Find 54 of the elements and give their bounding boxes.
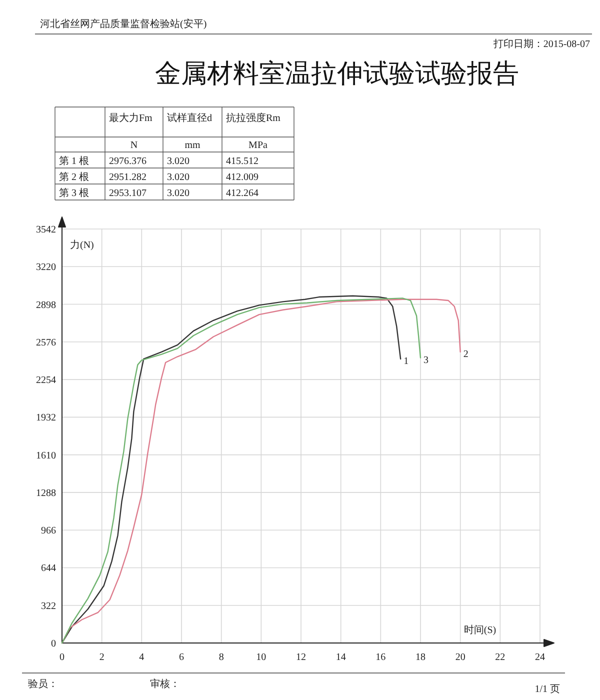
chart-title: 金属材料室温拉伸试验试验报告 bbox=[155, 59, 519, 88]
x-tick-label: 16 bbox=[376, 652, 386, 663]
x-axis-title: 时间(S) bbox=[464, 624, 496, 636]
y-tick-label: 644 bbox=[41, 563, 56, 574]
text: 3.020 bbox=[167, 172, 190, 183]
text: 验员： bbox=[28, 679, 58, 690]
text: 抗拉强度Rm bbox=[226, 112, 281, 124]
series-label: 1 bbox=[404, 356, 409, 367]
text: 415.512 bbox=[226, 156, 258, 167]
y-tick-label: 2254 bbox=[36, 375, 56, 386]
series-label: 3 bbox=[424, 354, 428, 366]
text: 412.264 bbox=[226, 188, 258, 199]
y-tick-label: 2898 bbox=[36, 300, 56, 311]
x-tick-label: 12 bbox=[296, 652, 306, 663]
text: 河北省丝网产品质量监督检验站(安平) bbox=[40, 18, 207, 30]
x-tick-label: 2 bbox=[99, 652, 104, 663]
text: 2953.107 bbox=[109, 188, 146, 199]
text: 审核： bbox=[150, 678, 180, 690]
text: 最大力Fm bbox=[109, 112, 153, 124]
x-tick-label: 20 bbox=[455, 652, 466, 663]
text: mm bbox=[184, 140, 200, 151]
series-label: 2 bbox=[463, 348, 468, 360]
x-tick-label: 14 bbox=[336, 652, 346, 663]
x-tick-label: 18 bbox=[416, 652, 426, 663]
x-tick-label: 10 bbox=[256, 652, 266, 663]
text: 3.020 bbox=[167, 156, 190, 167]
text: 试样直径d bbox=[167, 112, 212, 124]
y-tick-label: 1610 bbox=[36, 450, 56, 462]
y-tick-label: 966 bbox=[41, 526, 56, 537]
text: 1/1 页 bbox=[534, 684, 560, 695]
y-tick-label: 1288 bbox=[36, 488, 56, 499]
x-tick-label: 22 bbox=[495, 652, 506, 663]
text: 打印日期：2015-08-07 bbox=[492, 38, 590, 50]
text: MPa bbox=[248, 140, 268, 151]
x-tick-label: 0 bbox=[60, 652, 64, 663]
x-tick-label: 6 bbox=[179, 652, 184, 663]
y-tick-label: 3220 bbox=[36, 262, 56, 274]
y-tick-label: 0 bbox=[51, 638, 56, 650]
text: 第 1 根 bbox=[59, 155, 89, 167]
x-tick-label: 4 bbox=[139, 652, 144, 663]
text: 412.009 bbox=[226, 172, 258, 183]
y-tick-label: 3542 bbox=[36, 224, 56, 236]
text: 第 3 根 bbox=[59, 187, 89, 199]
y-tick-label: 322 bbox=[41, 600, 56, 612]
text: 2976.376 bbox=[109, 156, 146, 167]
y-axis-title: 力(N) bbox=[70, 239, 94, 251]
y-tick-label: 2576 bbox=[36, 337, 56, 348]
text: 3.020 bbox=[167, 188, 190, 199]
text: N bbox=[130, 140, 138, 151]
x-tick-label: 8 bbox=[218, 652, 224, 663]
text: 第 2 根 bbox=[59, 171, 89, 183]
y-tick-label: 1932 bbox=[36, 412, 56, 424]
x-tick-label: 24 bbox=[535, 652, 545, 663]
text: 2951.282 bbox=[109, 172, 146, 183]
